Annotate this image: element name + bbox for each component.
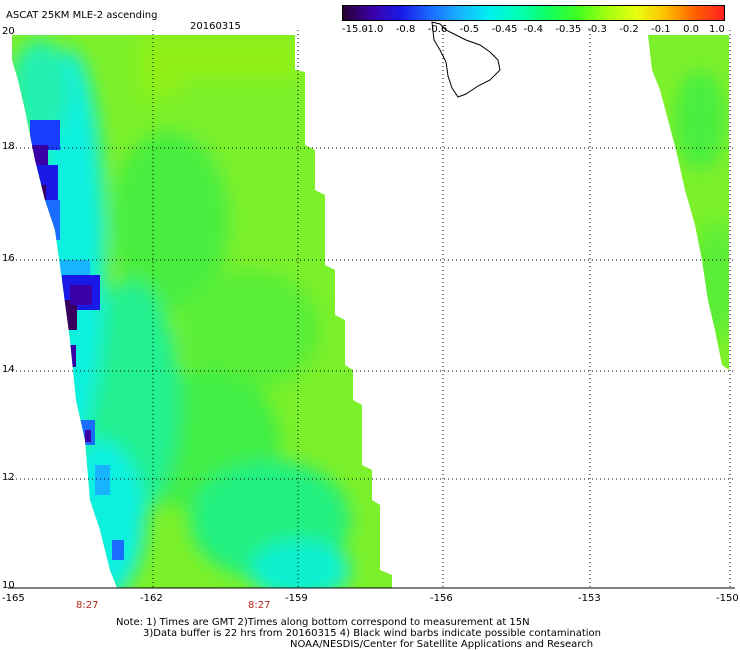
swath-west — [12, 35, 392, 588]
colorbar-tick-label: -0.4 — [523, 24, 544, 35]
lon-label-165: -165 — [2, 593, 25, 604]
lat-label-18: 18 — [2, 141, 15, 152]
grid-lines — [8, 30, 735, 590]
time-label-center: 8:27 — [248, 600, 271, 611]
note-line-1: Note: 1) Times are GMT 2)Times along bot… — [116, 617, 530, 628]
colorbar-tick-label: -0.6 — [427, 24, 448, 35]
colorbar-tick-label: -0.35 — [555, 24, 582, 35]
time-label-west: 8:27 — [76, 600, 99, 611]
lat-label-14: 14 — [2, 364, 15, 375]
note-line-2: 3)Data buffer is 22 hrs from 20160315 4)… — [143, 628, 601, 639]
lat-label-10: 10 — [2, 580, 15, 591]
map-date: 20160315 — [190, 21, 241, 32]
note-line-3: NOAA/NESDIS/Center for Satellite Applica… — [290, 639, 594, 650]
colorbar-tick-label: 0.0 — [683, 24, 699, 35]
lon-label-153: -153 — [578, 593, 601, 604]
colorbar-tick-label: -0.1 — [651, 24, 671, 35]
colorbar-tick-label: -0.3 — [587, 24, 607, 35]
colorbar-tick-label: -0.8 — [395, 24, 416, 35]
colorbar — [342, 5, 725, 21]
colorbar-tick-label: -1.0 — [363, 24, 384, 35]
lat-label-12: 12 — [2, 472, 15, 483]
swath-east — [648, 35, 729, 370]
colorbar-tick-label: -0.5 — [459, 24, 480, 35]
colorbar-tick-label: -15.0 — [342, 24, 368, 35]
low-value-pixels — [28, 120, 124, 560]
lon-label-159: -159 — [285, 593, 308, 604]
colorbar-tick-label: 1.0 — [709, 24, 725, 35]
colorbar-tick-label: -0.45 — [491, 24, 518, 35]
lon-label-162: -162 — [140, 593, 163, 604]
lon-label-156: -156 — [430, 593, 453, 604]
island-outline — [431, 21, 501, 98]
lat-label-16: 16 — [2, 253, 15, 264]
map-title: ASCAT 25KM MLE-2 ascending — [6, 10, 158, 21]
colorbar-tick-label: -0.2 — [619, 24, 639, 35]
lat-label-20: 20 — [2, 26, 15, 37]
lon-label-150: -150 — [716, 593, 739, 604]
